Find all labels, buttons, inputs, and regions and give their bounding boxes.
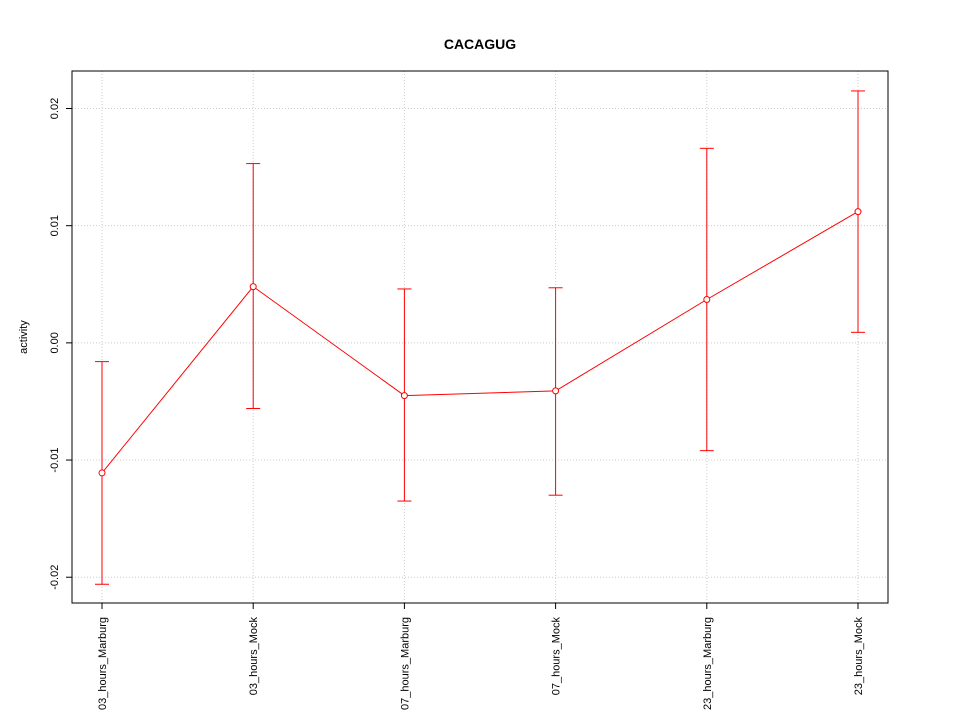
series-line (101, 211, 859, 474)
y-tick-label: -0.02 (49, 565, 61, 590)
y-tick-label: 0.01 (49, 215, 61, 236)
data-point (400, 392, 408, 400)
y-tick-label: 0.02 (49, 98, 61, 119)
series-line-layer (95, 90, 865, 585)
x-tick-label: 07_hours_Marburg (399, 617, 411, 710)
grid (72, 71, 888, 603)
x-tick-label: 03_hours_Marburg (97, 617, 109, 710)
data-point (703, 296, 711, 304)
y-tick-label: -0.01 (49, 448, 61, 473)
x-tick-label: 23_hours_Mock (853, 617, 865, 696)
x-tick-label: 03_hours_Mock (248, 617, 260, 696)
y-tick-label: 0.00 (49, 332, 61, 353)
x-tick-label: 23_hours_Marburg (702, 617, 714, 710)
chart-title: CACAGUG (444, 36, 516, 52)
data-point (98, 469, 106, 477)
plot-area-border (71, 70, 889, 604)
y-axis-label: activity (18, 320, 30, 354)
data-point (552, 387, 560, 395)
data-point (854, 208, 862, 216)
axes: -0.02 -0.01 0.00 0.01 0.02 03_hours_Marburg 03… (49, 98, 865, 710)
data-point (249, 283, 257, 291)
x-tick-label: 07_hours_Mock (551, 617, 563, 696)
